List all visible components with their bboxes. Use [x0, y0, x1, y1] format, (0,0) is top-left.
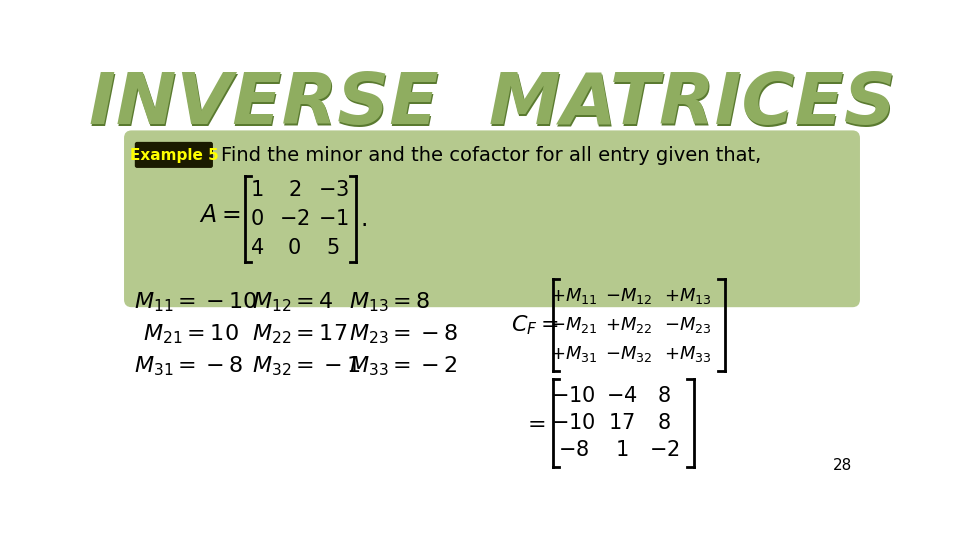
- Text: $=$: $=$: [523, 413, 545, 433]
- Text: $1$: $1$: [614, 440, 628, 460]
- Text: $8$: $8$: [658, 386, 671, 406]
- Text: $8$: $8$: [658, 413, 671, 433]
- Text: $4$: $4$: [251, 238, 264, 258]
- Text: $-3$: $-3$: [318, 179, 348, 200]
- Text: $M_{32}=-1$: $M_{32}=-1$: [252, 355, 360, 379]
- Text: $-M_{12}$: $-M_{12}$: [606, 286, 653, 306]
- Text: $0$: $0$: [287, 238, 301, 258]
- FancyBboxPatch shape: [135, 143, 212, 167]
- Text: $C_F=$: $C_F=$: [512, 313, 559, 337]
- Text: $+M_{13}$: $+M_{13}$: [663, 286, 711, 306]
- Text: $-10$: $-10$: [551, 413, 596, 433]
- Text: $-M_{23}$: $-M_{23}$: [663, 315, 711, 335]
- Text: $-10$: $-10$: [551, 386, 596, 406]
- Text: $0$: $0$: [251, 209, 264, 229]
- Text: $-8$: $-8$: [558, 440, 589, 460]
- Text: $-1$: $-1$: [318, 209, 348, 229]
- Text: $+M_{11}$: $+M_{11}$: [550, 286, 597, 306]
- Text: .: .: [360, 207, 368, 231]
- Text: $M_{11}=-10$: $M_{11}=-10$: [134, 290, 257, 314]
- Text: $+M_{22}$: $+M_{22}$: [606, 315, 653, 335]
- Text: $17$: $17$: [608, 413, 635, 433]
- Text: $M_{31}=-8$: $M_{31}=-8$: [134, 355, 243, 379]
- Text: $M_{23}=-8$: $M_{23}=-8$: [348, 322, 458, 346]
- Text: $+M_{31}$: $+M_{31}$: [550, 345, 597, 364]
- Text: 28: 28: [833, 458, 852, 473]
- Text: $-4$: $-4$: [606, 386, 637, 406]
- Text: $M_{22}=17$: $M_{22}=17$: [252, 322, 348, 346]
- Text: INVERSE  MATRICES: INVERSE MATRICES: [88, 70, 896, 139]
- Text: $-M_{21}$: $-M_{21}$: [550, 315, 597, 335]
- Text: $2$: $2$: [288, 179, 300, 200]
- Text: $M_{33}=-2$: $M_{33}=-2$: [348, 355, 457, 379]
- Text: Find the minor and the cofactor for all entry given that,: Find the minor and the cofactor for all …: [221, 146, 761, 165]
- Text: $+M_{33}$: $+M_{33}$: [663, 345, 711, 364]
- Text: INVERSE  MATRICES: INVERSE MATRICES: [90, 72, 897, 141]
- Text: $A=$: $A=$: [199, 203, 240, 227]
- Text: $-M_{32}$: $-M_{32}$: [606, 345, 653, 364]
- Text: Example 5: Example 5: [130, 148, 219, 163]
- Text: $M_{12}=4$: $M_{12}=4$: [252, 290, 333, 314]
- Text: $M_{21}=10$: $M_{21}=10$: [143, 322, 239, 346]
- FancyBboxPatch shape: [126, 132, 858, 306]
- Text: $-2$: $-2$: [279, 209, 310, 229]
- Text: $1$: $1$: [251, 179, 264, 200]
- Text: $-2$: $-2$: [649, 440, 680, 460]
- Text: $5$: $5$: [326, 238, 340, 258]
- Text: $M_{13}=8$: $M_{13}=8$: [348, 290, 430, 314]
